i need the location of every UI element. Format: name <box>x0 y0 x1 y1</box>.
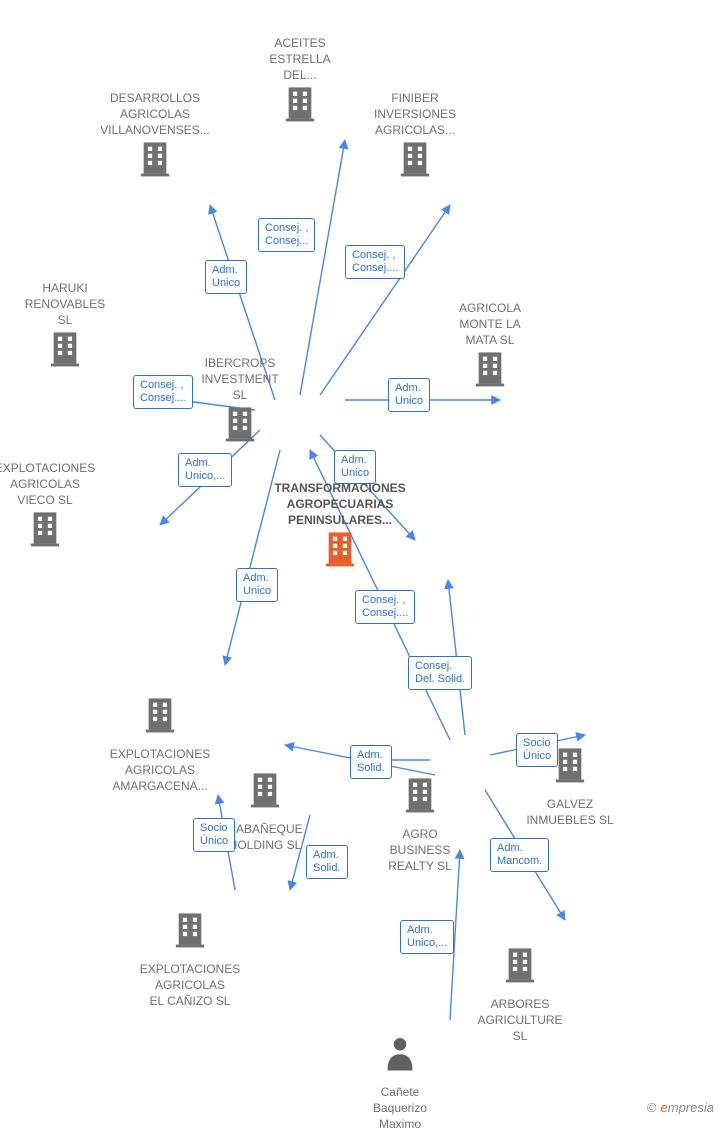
node-desarrollos[interactable]: DESARROLLOSAGRICOLASVILLANOVENSES... <box>85 90 225 189</box>
building-icon <box>175 404 305 455</box>
edge-label: Adm. Unico,... <box>400 920 454 954</box>
edge-label: Consej. , Consej... <box>258 218 315 252</box>
edge <box>300 140 345 395</box>
node-label: HARUKIRENOVABLESSL <box>25 281 105 327</box>
edge-label: Adm. Solid. <box>306 845 348 879</box>
building-icon <box>350 139 480 190</box>
building-icon <box>120 910 260 961</box>
building-icon <box>365 775 475 826</box>
node-label: FINIBERINVERSIONESAGRICOLAS... <box>374 91 456 137</box>
node-label: AGRICOLAMONTE LAMATA SL <box>459 301 521 347</box>
edge-label: Consej. , Consej.... <box>355 590 415 624</box>
edge-label: Consej. , Consej.... <box>345 245 405 279</box>
edge-label: Adm. Solid. <box>350 745 392 779</box>
edge-label: Adm. Unico,... <box>178 453 232 487</box>
building-icon <box>90 695 230 746</box>
node-label: AGROBUSINESSREALTY SL <box>388 827 452 873</box>
node-label: IBERCROPSINVESTMENTSL <box>201 356 278 402</box>
edge-label: Socio Único <box>193 818 235 852</box>
edge-label: Consej. Del. Solid. <box>408 656 472 690</box>
node-label: EXPLOTACIONESAGRICOLASVIECO SL <box>0 461 95 507</box>
brand-e: e <box>661 1100 668 1115</box>
edge-label: Adm. Unico <box>334 450 376 484</box>
building-icon <box>210 770 320 821</box>
node-agrimonte[interactable]: AGRICOLAMONTE LAMATA SL <box>430 300 550 399</box>
node-label: EXPLOTACIONESAGRICOLASEL CAÑIZO SL <box>140 962 240 1008</box>
node-label: CañeteBaquerizoMaximo <box>373 1085 427 1131</box>
node-haruki[interactable]: HARUKIRENOVABLESSL <box>5 280 125 379</box>
edge-label: Consej. , Consej.... <box>133 375 193 409</box>
building-icon <box>0 509 115 560</box>
node-label: GALVEZINMUEBLES SL <box>526 797 613 827</box>
edge-label: Socio Único <box>516 733 558 767</box>
copyright-symbol: © <box>647 1100 657 1115</box>
node-label: EXPLOTACIONESAGRICOLASAMARGACENA... <box>110 747 210 793</box>
building-icon <box>5 329 125 380</box>
building-icon <box>430 349 550 400</box>
building-icon <box>85 139 225 190</box>
node-agrobiz[interactable]: AGROBUSINESSREALTY SL <box>365 775 475 874</box>
node-label: ARBORESAGRICULTURESL <box>477 997 562 1043</box>
building-icon <box>460 945 580 996</box>
node-transform[interactable]: TRANSFORMACIONESAGROPECUARIASPENINSULARE… <box>250 480 430 579</box>
node-label: DESARROLLOSAGRICOLASVILLANOVENSES... <box>100 91 209 137</box>
person-icon <box>345 1035 455 1084</box>
node-explamarg[interactable]: EXPLOTACIONESAGRICOLASAMARGACENA... <box>90 695 230 794</box>
node-label: TRANSFORMACIONESAGROPECUARIASPENINSULARE… <box>274 481 405 527</box>
node-aceites[interactable]: ACEITESESTRELLADEL... <box>240 35 360 134</box>
edge-label: Adm. Mancom. <box>490 838 549 872</box>
node-label: CABAÑEQUEHOLDING SL <box>227 822 302 852</box>
brand-rest: mpresia <box>668 1100 714 1115</box>
node-canete[interactable]: CañeteBaquerizoMaximo <box>345 1035 455 1132</box>
watermark: © empresia <box>647 1100 714 1115</box>
edge-label: Adm. Unico <box>236 568 278 602</box>
node-finiber[interactable]: FINIBERINVERSIONESAGRICOLAS... <box>350 90 480 189</box>
node-ibercrops[interactable]: IBERCROPSINVESTMENTSL <box>175 355 305 454</box>
edge-label: Adm. Unico <box>205 260 247 294</box>
edge-label: Adm. Unico <box>388 378 430 412</box>
node-explcanizo[interactable]: EXPLOTACIONESAGRICOLASEL CAÑIZO SL <box>120 910 260 1009</box>
node-label: ACEITESESTRELLADEL... <box>269 36 330 82</box>
node-explvieco[interactable]: EXPLOTACIONESAGRICOLASVIECO SL <box>0 460 115 559</box>
building-icon <box>240 84 360 135</box>
node-arbores[interactable]: ARBORESAGRICULTURESL <box>460 945 580 1044</box>
